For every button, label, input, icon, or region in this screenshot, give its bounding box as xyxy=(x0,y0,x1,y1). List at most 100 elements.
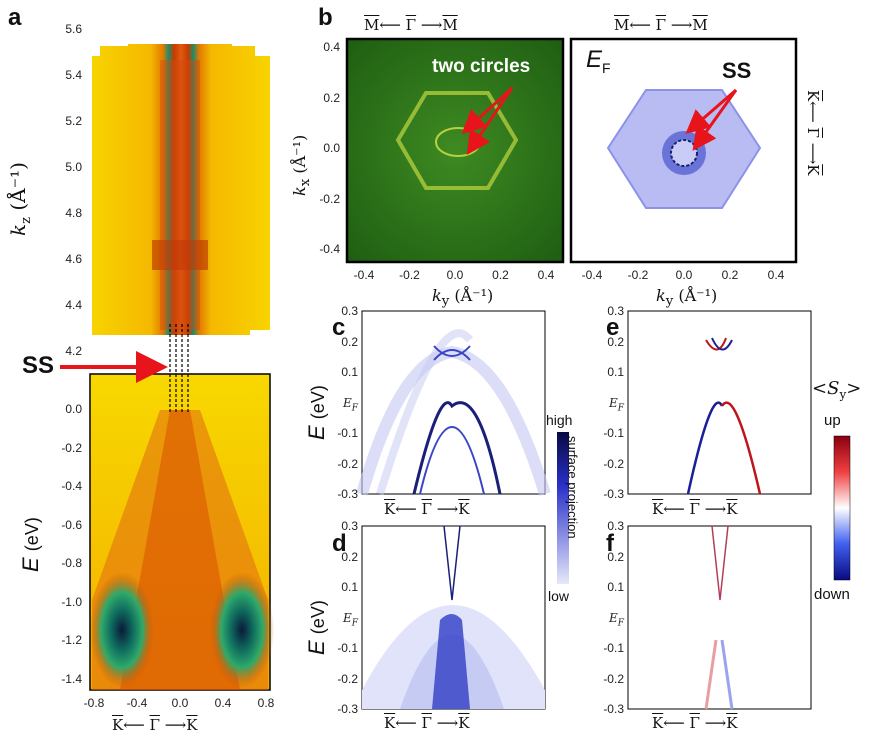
a-e-axis-label: E (eV) xyxy=(18,517,43,572)
a-kz-axis-label: kz (Å⁻¹) xyxy=(6,162,34,236)
tick-label: -0.3 xyxy=(603,702,624,716)
tick-label: -0.2 xyxy=(337,456,358,471)
arrow-ss-1 xyxy=(685,88,737,134)
cb-spin-title: <Sy> xyxy=(812,378,862,402)
tick-label: -0.2 xyxy=(319,191,340,206)
tick-label: 0.0 xyxy=(65,402,82,416)
panel-a-kz-map xyxy=(90,28,270,348)
arrow-two-circles-2 xyxy=(466,87,514,155)
colorbar-projection xyxy=(557,432,569,584)
tick-label: 0.2 xyxy=(607,549,624,564)
tick-label: -1.2 xyxy=(61,633,82,647)
tick-label: 5.6 xyxy=(65,22,82,36)
tick-label: -0.2 xyxy=(399,268,420,282)
tick-label: 0.1 xyxy=(607,580,624,594)
tick-label: 0.4 xyxy=(214,696,232,710)
tick-label: -0.4 xyxy=(581,268,603,282)
tick-label: 5.0 xyxy=(65,160,82,174)
panel-b-ef-map xyxy=(569,37,798,264)
tick-label: -0.2 xyxy=(627,268,649,282)
tick-label: EF xyxy=(342,395,358,413)
tick-label: 0.0 xyxy=(323,141,340,155)
two-circles-annotation: two circles xyxy=(432,56,531,77)
panel-label-f: f xyxy=(606,530,614,557)
panel-label-e: e xyxy=(606,314,620,341)
e-x-axis-label: K⟵ Γ ⟶K xyxy=(652,500,738,518)
panel-label-b: b xyxy=(318,4,333,31)
tick-label: -0.1 xyxy=(337,426,358,440)
tick-label: EF xyxy=(608,610,624,628)
panel-b-arpes-map xyxy=(345,37,565,264)
d-e-axis-label: E (eV) xyxy=(304,600,329,655)
b-ky-axis-label-right: ky (Å⁻¹) xyxy=(656,286,718,310)
tick-label: -0.8 xyxy=(83,696,105,710)
tick-label: EF xyxy=(342,610,358,628)
tick-label: 5.4 xyxy=(65,68,82,82)
cb-low-label: low xyxy=(548,588,570,604)
tick-label: 0.2 xyxy=(323,90,340,105)
tick-label: 0.4 xyxy=(767,268,785,282)
b-kx-axis-label: kx (Å⁻¹) xyxy=(290,134,314,196)
tick-label: 4.2 xyxy=(65,344,82,358)
tick-label: 0.1 xyxy=(341,580,358,594)
cb-high-label: high xyxy=(546,412,573,428)
tick-label: 5.2 xyxy=(65,114,82,128)
b-ef-label: EF xyxy=(586,46,611,76)
tick-label: -0.1 xyxy=(603,641,624,655)
tick-label: -0.8 xyxy=(61,556,82,570)
panel-label-c: c xyxy=(332,314,346,341)
tick-label: 0.8 xyxy=(257,696,275,710)
tick-label: 0.2 xyxy=(607,334,624,349)
tick-label: -0.4 xyxy=(319,242,340,256)
panel-label-a: a xyxy=(8,4,22,31)
arrow-two-circles-1 xyxy=(461,86,514,135)
b-ky-axis-label-left: ky (Å⁻¹) xyxy=(432,286,494,310)
tick-label: -0.3 xyxy=(603,487,624,501)
tick-label: -0.2 xyxy=(337,671,358,686)
panel-d-plot xyxy=(361,525,546,710)
cb-up-label: up xyxy=(824,412,841,429)
colorbar-spin xyxy=(833,435,851,581)
tick-label: -0.2 xyxy=(603,456,624,471)
tick-label: 4.8 xyxy=(65,206,82,220)
tick-label: -0.3 xyxy=(337,487,358,501)
tick-label: 0.3 xyxy=(607,519,624,533)
f-x-axis-label: K⟵ Γ ⟶K xyxy=(652,714,738,732)
panel-c-plot xyxy=(356,310,551,496)
tick-label: 0.1 xyxy=(341,365,358,379)
tick-label: EF xyxy=(608,395,624,413)
tick-label: 0.2 xyxy=(492,268,509,282)
tick-label: 0.0 xyxy=(171,696,189,710)
tick-label: -0.1 xyxy=(337,641,358,655)
panel-a-energy-map xyxy=(89,373,274,691)
tick-label: 0.3 xyxy=(341,519,358,533)
tick-label: -0.4 xyxy=(353,268,375,282)
b-top-axis-left: M⟵ Γ ⟶M xyxy=(364,16,458,34)
tick-label: -1.0 xyxy=(61,594,82,609)
tick-label: 4.4 xyxy=(65,298,82,312)
tick-label: -0.4 xyxy=(126,696,148,710)
tick-label: 0.0 xyxy=(446,268,464,282)
c-e-axis-label: E (eV) xyxy=(304,385,329,440)
panel-label-d: d xyxy=(332,530,347,557)
tick-label: 0.4 xyxy=(323,40,340,54)
tick-label: -1.4 xyxy=(61,671,82,686)
arrow-ss-2 xyxy=(692,89,738,151)
cb-projection-title: surface projection xyxy=(565,436,580,539)
tick-label: -0.6 xyxy=(61,517,82,532)
tick-label: -0.1 xyxy=(603,426,624,440)
tick-label: 0.4 xyxy=(537,268,555,282)
a-x-axis-label: K⟵ Γ ⟶K xyxy=(112,716,198,734)
b-top-axis-right: M⟵ Γ ⟶M xyxy=(614,16,708,34)
cb-down-label: down xyxy=(814,586,850,603)
b-right-axis-label: K⟵ Γ ⟶K xyxy=(804,90,822,176)
d-x-axis-label: K⟵ Γ ⟶K xyxy=(384,714,470,732)
tick-label: 4.6 xyxy=(65,252,82,266)
a-ss-label: SS xyxy=(22,352,55,379)
c-x-axis-label: K⟵ Γ ⟶K xyxy=(384,500,470,518)
b-ss-label: SS xyxy=(722,58,752,83)
tick-label: 0.2 xyxy=(341,549,358,564)
panel-f-plot xyxy=(627,525,812,710)
tick-label: 0.2 xyxy=(721,268,739,282)
